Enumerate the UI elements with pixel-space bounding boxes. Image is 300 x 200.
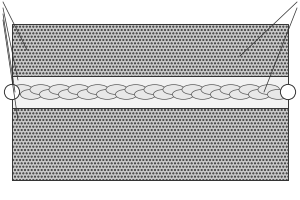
Bar (12, 76, 288, 108)
Ellipse shape (134, 89, 156, 99)
Ellipse shape (20, 89, 42, 99)
Ellipse shape (172, 89, 194, 99)
Ellipse shape (201, 85, 223, 95)
Ellipse shape (58, 89, 80, 99)
Ellipse shape (268, 89, 289, 99)
Ellipse shape (77, 89, 99, 99)
Ellipse shape (191, 89, 213, 99)
Ellipse shape (116, 89, 137, 99)
Ellipse shape (4, 84, 20, 100)
Bar (12, 108, 288, 180)
Ellipse shape (49, 85, 70, 95)
Ellipse shape (125, 85, 147, 95)
Bar (12, 24, 288, 76)
Ellipse shape (220, 85, 242, 95)
Ellipse shape (230, 89, 251, 99)
Ellipse shape (280, 84, 296, 100)
Ellipse shape (211, 89, 232, 99)
Ellipse shape (106, 85, 128, 95)
Ellipse shape (182, 85, 204, 95)
Ellipse shape (163, 85, 184, 95)
Ellipse shape (97, 89, 118, 99)
Ellipse shape (40, 89, 61, 99)
Ellipse shape (248, 89, 270, 99)
Ellipse shape (30, 85, 52, 95)
Ellipse shape (68, 85, 89, 95)
Ellipse shape (11, 85, 33, 95)
Ellipse shape (239, 85, 260, 95)
Ellipse shape (258, 85, 280, 95)
Ellipse shape (87, 85, 109, 95)
Ellipse shape (154, 89, 175, 99)
Ellipse shape (144, 85, 166, 95)
